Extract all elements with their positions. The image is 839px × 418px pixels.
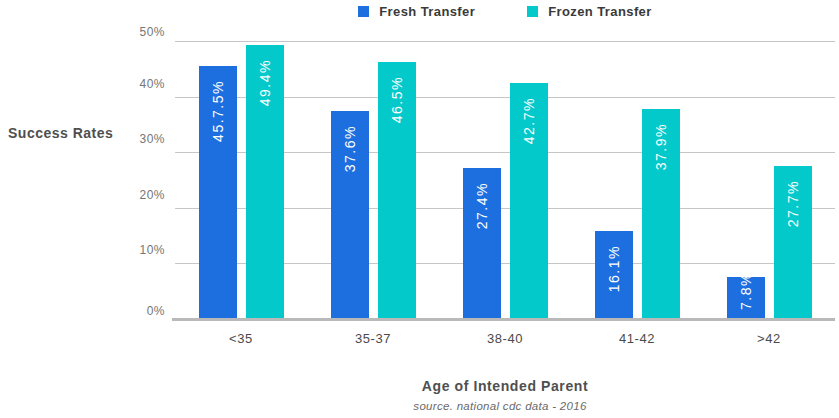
legend-item-fresh: Fresh Transfer [358, 4, 475, 19]
x-axis-title: Age of Intended Parent [175, 378, 835, 394]
x-label-41-42: 41-42 [571, 331, 703, 346]
frozen-transfer-swatch-icon [527, 6, 538, 17]
bar-frozen-38-40: 42.7% [510, 83, 548, 320]
bar-group-41-42: 16.1% 37.9% [571, 42, 703, 320]
bar-fresh-41-42: 16.1% [595, 231, 633, 321]
bar-frozen-over-42: 27.7% [774, 166, 812, 320]
y-tick-10: 10% [139, 243, 165, 257]
x-axis-line [172, 318, 835, 321]
bar-frozen-under-35: 49.4% [246, 45, 284, 320]
x-label-38-40: 38-40 [439, 331, 571, 346]
legend-item-frozen: Frozen Transfer [527, 4, 652, 19]
legend-label-frozen: Frozen Transfer [548, 4, 652, 19]
success-rates-chart: Fresh Transfer Frozen Transfer Success R… [0, 0, 839, 418]
bar-value-label: 46.5% [389, 76, 405, 123]
bar-value-label: 49.4% [257, 59, 273, 106]
y-axis-title: Success Rates [8, 125, 113, 141]
y-tick-30: 30% [139, 132, 165, 146]
bar-frozen-35-37: 46.5% [378, 62, 416, 321]
bar-frozen-41-42: 37.9% [642, 109, 680, 320]
bar-value-label: 37.6% [342, 125, 358, 172]
x-label-over-42: >42 [703, 331, 835, 346]
y-tick-40: 40% [139, 77, 165, 91]
bar-group-over-42: 7.8% 27.7% [703, 42, 835, 320]
legend: Fresh Transfer Frozen Transfer [175, 4, 835, 19]
bar-value-label: 27.7% [785, 180, 801, 227]
y-tick-50: 50% [139, 25, 165, 39]
bar-value-label: 37.9% [653, 123, 669, 170]
bar-fresh-35-37: 37.6% [331, 111, 369, 320]
bar-fresh-38-40: 27.4% [463, 168, 501, 320]
bar-group-under-35: 45.7.5% 49.4% [175, 42, 307, 320]
bar-value-label: 16.1% [606, 245, 622, 292]
legend-label-fresh: Fresh Transfer [379, 4, 475, 19]
fresh-transfer-swatch-icon [358, 6, 369, 17]
source-note: source. national cdc data - 2016 [175, 400, 825, 412]
bar-groups: 45.7.5% 49.4% 37.6% 46.5% 27.4% [175, 42, 835, 320]
x-axis-labels: <35 35-37 38-40 41-42 >42 [175, 331, 835, 346]
bar-value-label: 42.7% [521, 97, 537, 144]
y-tick-0: 0% [147, 304, 165, 318]
x-label-under-35: <35 [175, 331, 307, 346]
plot-area: 0% 10% 20% 30% 40% 50% 45.7.5% 49.4% 37.… [175, 42, 835, 320]
bar-value-label: 7.8% [738, 272, 754, 310]
bar-value-label: 27.4% [474, 182, 490, 229]
bar-value-label: 45.7.5% [210, 80, 226, 142]
y-tick-20: 20% [139, 188, 165, 202]
bar-fresh-over-42: 7.8% [727, 277, 765, 320]
bar-fresh-under-35: 45.7.5% [199, 66, 237, 320]
x-label-35-37: 35-37 [307, 331, 439, 346]
bar-group-38-40: 27.4% 42.7% [439, 42, 571, 320]
bar-group-35-37: 37.6% 46.5% [307, 42, 439, 320]
